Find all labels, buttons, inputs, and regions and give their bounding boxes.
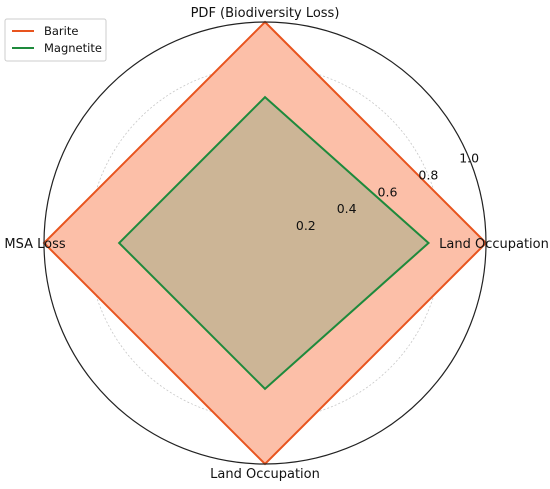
- radial-tick-label: 0.2: [296, 218, 316, 233]
- legend-box: [4, 18, 107, 62]
- outer-circle: [43, 21, 487, 465]
- series-line-magnetite: [117, 95, 431, 391]
- axis-label: MSA Loss: [4, 237, 65, 252]
- series-layer: [42, 20, 488, 466]
- outer-frame: [43, 21, 487, 465]
- radial-tick-label: 0.6: [378, 184, 398, 199]
- radial-tick-label: 1.0: [459, 150, 479, 165]
- axis-label: PDF (Biodiversity Loss): [191, 6, 340, 21]
- axis-label: Land Occupation: [439, 237, 549, 252]
- axis-label: Land Occupation: [210, 467, 320, 482]
- radial-tick-label: 0.8: [418, 167, 438, 182]
- legend-label-barite: Barite: [44, 24, 78, 38]
- axis-labels: PDF (Biodiversity Loss) Land Occupation La…: [4, 6, 548, 482]
- radial-tick-label: 0.4: [337, 201, 357, 216]
- legend: Barite Magnetite: [4, 18, 107, 62]
- series-area-magnetite: [119, 97, 429, 389]
- legend-label-magnetite: Magnetite: [44, 41, 102, 55]
- radial-tick-labels: 0.2 0.4 0.6 0.8 1.0: [296, 150, 479, 233]
